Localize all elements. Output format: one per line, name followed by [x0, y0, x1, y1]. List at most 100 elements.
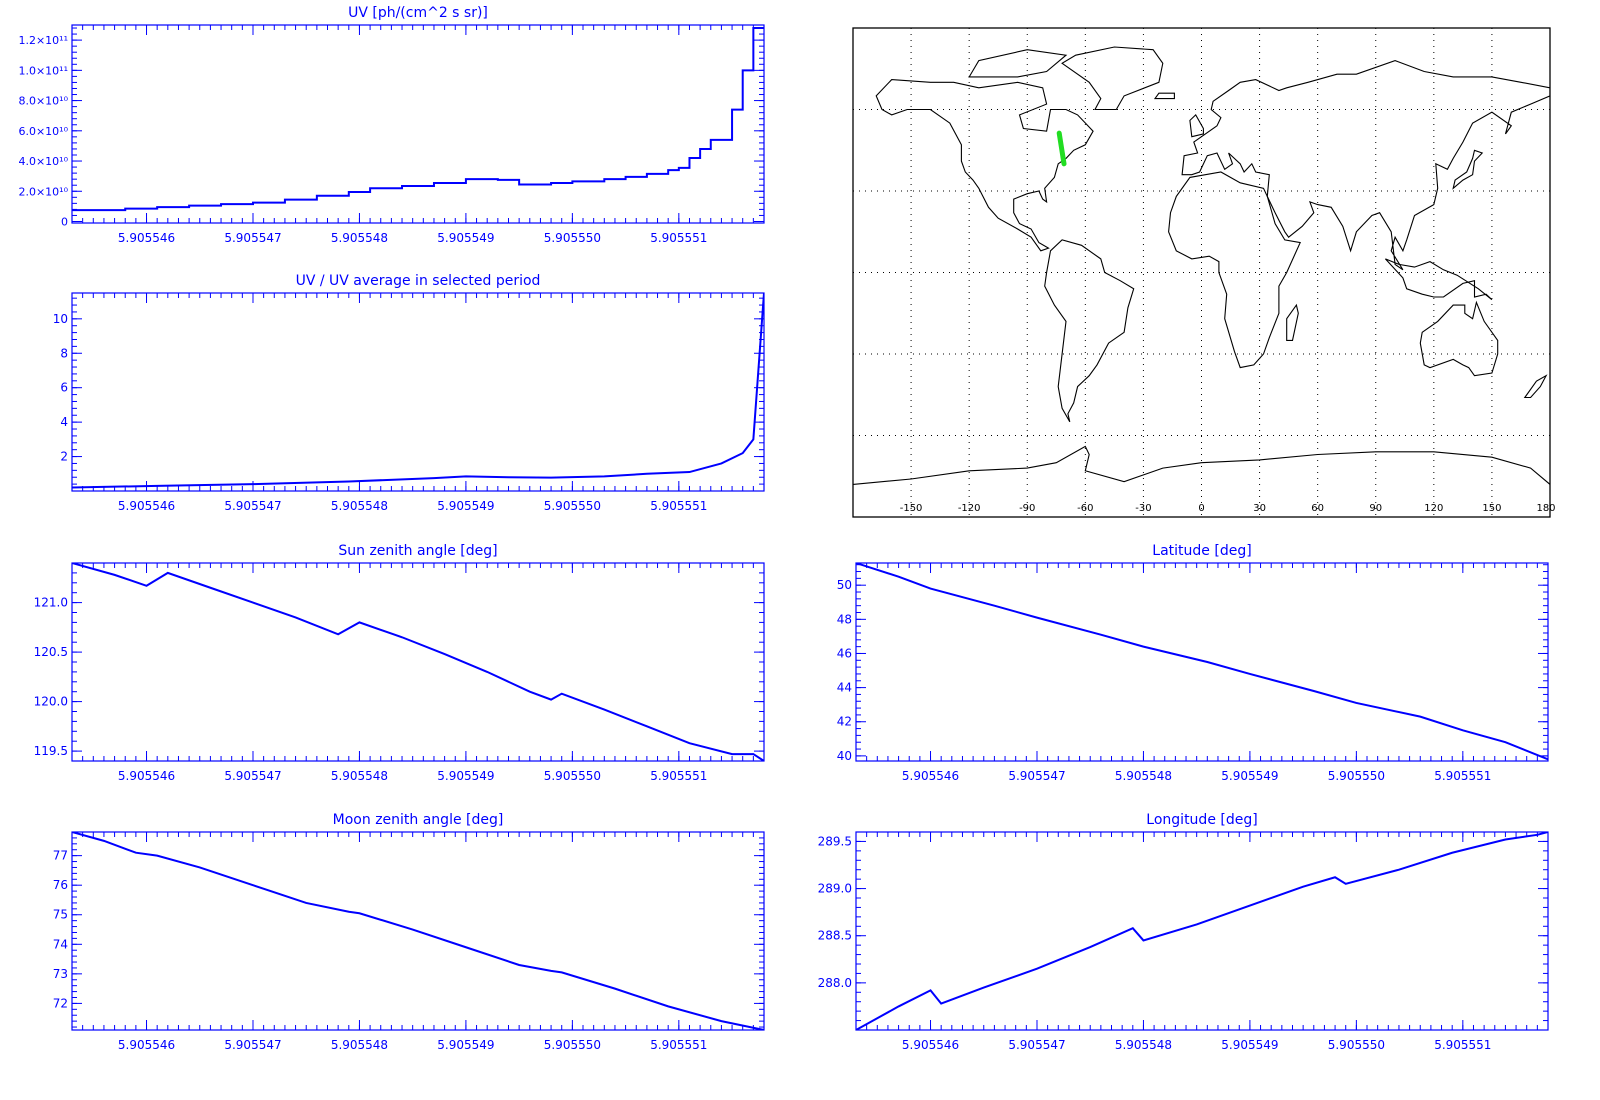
y-tick-label: 4 [60, 415, 68, 429]
x-tick-label: 5.905551 [650, 231, 707, 245]
coastline-africa [1168, 171, 1301, 369]
series-line [72, 27, 764, 212]
y-tick-label: 289.5 [818, 834, 852, 848]
x-tick-label: 5.905547 [1008, 1038, 1065, 1052]
y-tick-label: 42 [837, 715, 852, 729]
x-tick-label: 5.905549 [437, 231, 494, 245]
map-lon-label: 30 [1253, 503, 1266, 514]
map-lon-label: -30 [1135, 503, 1151, 514]
x-tick-label: 5.905547 [224, 769, 281, 783]
coastline-australia [1419, 300, 1499, 377]
map-lon-label: 120 [1424, 503, 1443, 514]
x-tick-label: 5.905546 [118, 499, 175, 513]
coastline-north-america [875, 79, 1094, 252]
x-tick-label: 5.905550 [544, 1038, 601, 1052]
x-tick-label: 5.905551 [650, 499, 707, 513]
x-tick-label: 5.905549 [437, 769, 494, 783]
x-tick-label: 5.905549 [1221, 769, 1278, 783]
x-tick-label: 5.905548 [1115, 769, 1172, 783]
x-tick-label: 5.905548 [1115, 1038, 1172, 1052]
y-tick-label: 0 [61, 215, 68, 228]
orbit-track [1056, 130, 1067, 167]
y-tick-label: 6 [60, 381, 68, 395]
plot-frame [855, 562, 1549, 762]
x-tick-label: 5.905547 [1008, 769, 1065, 783]
y-tick-label: 77 [53, 849, 68, 863]
y-tick-label: 2 [60, 450, 68, 464]
map-lon-label: 180 [1536, 503, 1555, 514]
series-line [856, 832, 1548, 1030]
x-tick-label: 5.905550 [544, 499, 601, 513]
plot-frame [71, 831, 765, 1031]
x-tick-label: 5.905546 [118, 231, 175, 245]
x-tick-label: 5.905550 [544, 769, 601, 783]
coastline-antarctica [853, 445, 1550, 485]
y-tick-label: 76 [53, 878, 68, 892]
coastline-japan [1452, 149, 1484, 190]
y-tick-label: 119.5 [34, 744, 68, 758]
y-tick-label: 1.2×10¹¹ [18, 34, 68, 47]
y-tick-label: 289.0 [818, 882, 852, 896]
chart-title: Latitude [deg] [1152, 543, 1251, 559]
coastline-madagascar [1286, 303, 1299, 341]
x-tick-label: 5.905550 [1328, 1038, 1385, 1052]
chart-title: UV / UV average in selected period [296, 273, 541, 289]
chart-moon: Moon zenith angle [deg] 5.905546 5.905547 5… [53, 812, 765, 1052]
x-tick-label: 5.905549 [1221, 1038, 1278, 1052]
x-tick-label: 5.905547 [224, 231, 281, 245]
chart-lon: Longitude [deg] 5.905546 5.905547 5.905548 5… [818, 812, 1549, 1052]
x-tick-label: 5.905549 [437, 499, 494, 513]
x-tick-label: 5.905546 [902, 1038, 959, 1052]
x-tick-label: 5.905548 [331, 231, 388, 245]
series-line [72, 293, 764, 489]
coastline-eurasia [1181, 60, 1550, 271]
x-tick-label: 5.905546 [118, 769, 175, 783]
map-lon-label: 0 [1198, 503, 1204, 514]
coastline-new-zealand [1523, 374, 1548, 399]
y-tick-label: 288.0 [818, 976, 852, 990]
x-tick-label: 5.905548 [331, 1038, 388, 1052]
series-line [72, 563, 764, 761]
chart-title: Longitude [deg] [1146, 812, 1257, 828]
coastline-south-america [1044, 239, 1135, 423]
y-tick-label: 73 [53, 967, 68, 981]
chart-uv: UV [ph/(cm^2 s sr)] 5.905546 5.905547 5.905… [18, 5, 765, 245]
map-lon-label: 60 [1311, 503, 1324, 514]
chart-title: UV [ph/(cm^2 s sr)] [348, 5, 488, 21]
series-line [856, 563, 1548, 761]
coastline-indonesia [1384, 258, 1493, 301]
x-tick-label: 5.905551 [1434, 1038, 1491, 1052]
chart-sun: Sun zenith angle [deg] 5.905546 5.905547 5.… [34, 543, 765, 783]
y-tick-label: 6.0×10¹⁰ [18, 125, 68, 138]
map-lon-label: -60 [1077, 503, 1093, 514]
chart-title: Moon zenith angle [deg] [333, 812, 504, 828]
y-tick-label: 8.0×10¹⁰ [18, 95, 68, 108]
x-tick-label: 5.905550 [1328, 769, 1385, 783]
map-lon-label: -150 [900, 503, 923, 514]
map-frame [852, 27, 1551, 518]
y-tick-label: 2.0×10¹⁰ [18, 185, 68, 198]
y-tick-label: 4.0×10¹⁰ [18, 155, 68, 168]
y-tick-label: 72 [53, 996, 68, 1010]
plot-frame [71, 292, 765, 492]
y-tick-label: 75 [53, 908, 68, 922]
y-tick-label: 10 [53, 312, 68, 326]
x-tick-label: 5.905549 [437, 1038, 494, 1052]
x-tick-label: 5.905547 [224, 499, 281, 513]
x-tick-label: 5.905550 [544, 231, 601, 245]
x-tick-label: 5.905548 [331, 499, 388, 513]
y-tick-label: 121.0 [34, 596, 68, 610]
coastlines [853, 46, 1550, 485]
chart-title: Sun zenith angle [deg] [338, 543, 497, 559]
y-tick-label: 50 [837, 578, 852, 592]
coastline-greenland [1061, 46, 1164, 111]
y-tick-label: 8 [60, 346, 68, 360]
y-tick-label: 288.5 [818, 929, 852, 943]
y-tick-label: 120.5 [34, 645, 68, 659]
map-lon-label: 150 [1482, 503, 1501, 514]
x-tick-label: 5.905551 [650, 769, 707, 783]
plot-frame [855, 831, 1549, 1031]
map-lon-label: -90 [1019, 503, 1035, 514]
x-tick-label: 5.905551 [1434, 769, 1491, 783]
